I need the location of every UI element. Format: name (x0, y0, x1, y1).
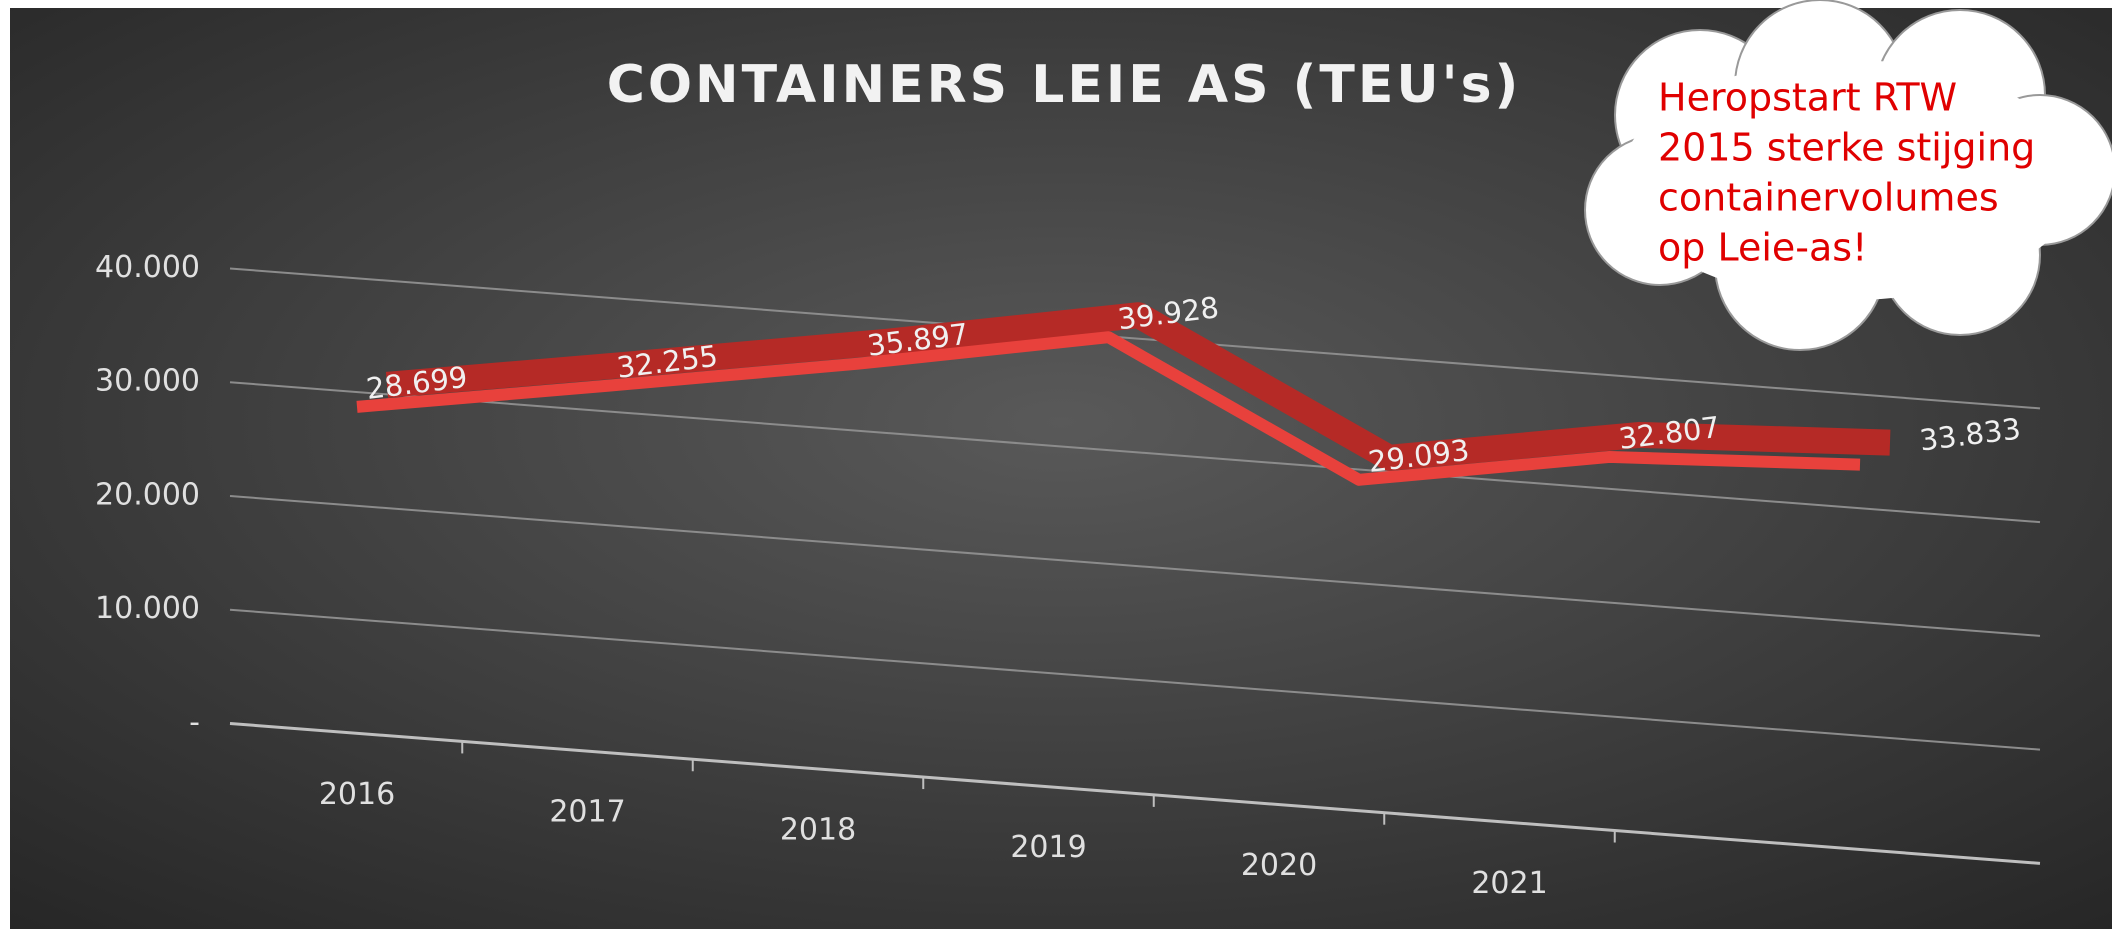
chart-title: CONTAINERS LEIE AS (TEU's) (607, 55, 1522, 115)
line-ribbon-top (385, 302, 1891, 471)
grid-line (229, 721, 2041, 865)
annotation-text: 2015 sterke stijging (1658, 126, 2035, 170)
x-tick-label: 2020 (1241, 848, 1317, 883)
grid-line (229, 381, 2041, 524)
y-tick-label: 10.000 (95, 591, 200, 626)
y-tick-label: 30.000 (95, 364, 200, 399)
annotation-cloud (1584, 0, 2112, 351)
annotation-text: containervolumes (1658, 176, 1999, 220)
x-tick-label: 2018 (780, 812, 856, 847)
x-tick-label: 2021 (1471, 866, 1547, 901)
x-tick-label: 2019 (1010, 830, 1086, 865)
x-tick-label: 2017 (549, 795, 625, 830)
y-tick-label: 20.000 (95, 477, 200, 512)
annotation-text: op Leie-as! (1658, 226, 1867, 270)
x-tick-label: 2016 (319, 777, 395, 812)
y-tick-label: 40.000 (95, 250, 200, 285)
data-line (356, 331, 1861, 486)
grid-line (229, 494, 2041, 637)
grid-line (229, 608, 2041, 751)
y-tick-label: - (189, 705, 200, 740)
grid-line (229, 267, 2041, 410)
annotation-text: Heropstart RTW (1658, 76, 1957, 120)
